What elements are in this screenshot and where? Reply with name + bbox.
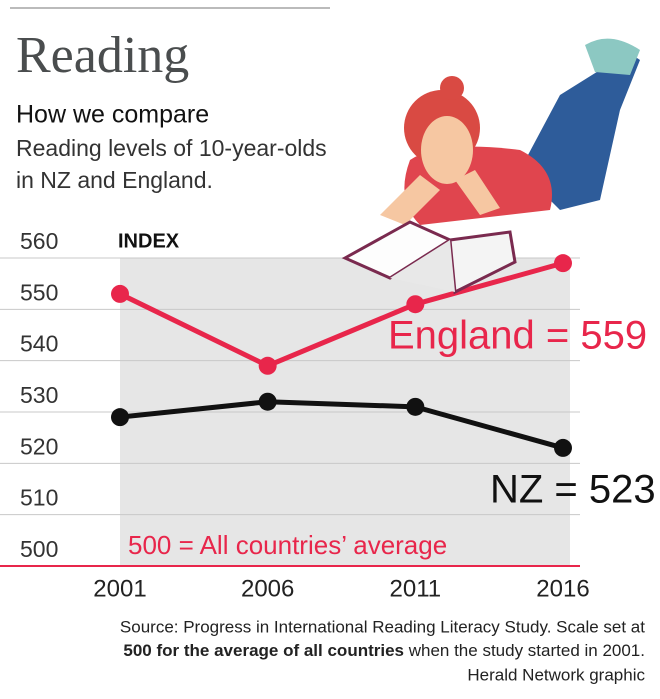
data-point bbox=[554, 438, 572, 457]
description: in NZ and England. bbox=[16, 167, 213, 193]
data-point bbox=[258, 392, 277, 411]
source: Herald Network graphic bbox=[467, 665, 645, 684]
source: Source: Progress in International Readin… bbox=[120, 617, 645, 636]
illustration bbox=[341, 38, 640, 295]
subtitle: How we compare bbox=[16, 101, 209, 129]
x-tick-label: 2006 bbox=[241, 575, 294, 602]
annotation: England = 559 bbox=[388, 314, 647, 358]
source: 500 for the average of all countries whe… bbox=[123, 641, 645, 660]
y-tick-label: 520 bbox=[20, 433, 58, 459]
x-tick-label: 2011 bbox=[390, 575, 442, 602]
y-tick-label: 510 bbox=[20, 485, 58, 511]
data-point bbox=[111, 284, 129, 303]
y-tick-label: 540 bbox=[20, 331, 58, 357]
source-text: when the study started in 2001. bbox=[404, 641, 645, 660]
y-tick-label: 560 bbox=[20, 228, 58, 254]
series-line bbox=[119, 399, 564, 451]
data-point bbox=[111, 408, 129, 427]
annotation: 500 = All countries’ average bbox=[128, 530, 447, 560]
y-tick-label: 500 bbox=[20, 536, 58, 562]
data-point bbox=[258, 356, 277, 375]
annotation: NZ = 523 bbox=[490, 468, 656, 512]
description: Reading levels of 10-year-olds bbox=[16, 135, 327, 161]
y-tick-label: 550 bbox=[20, 279, 58, 305]
x-tick-label: 2016 bbox=[536, 575, 589, 602]
source-bold: 500 for the average of all countries bbox=[123, 641, 404, 660]
series-line bbox=[118, 260, 564, 369]
x-tick-label: 2001 bbox=[93, 575, 146, 602]
data-point bbox=[554, 254, 572, 273]
y-tick-label: 530 bbox=[20, 382, 58, 408]
y-axis-label: INDEX bbox=[118, 230, 180, 252]
data-point bbox=[406, 397, 425, 416]
data-point bbox=[406, 295, 425, 314]
chart-title: Reading bbox=[16, 27, 189, 84]
